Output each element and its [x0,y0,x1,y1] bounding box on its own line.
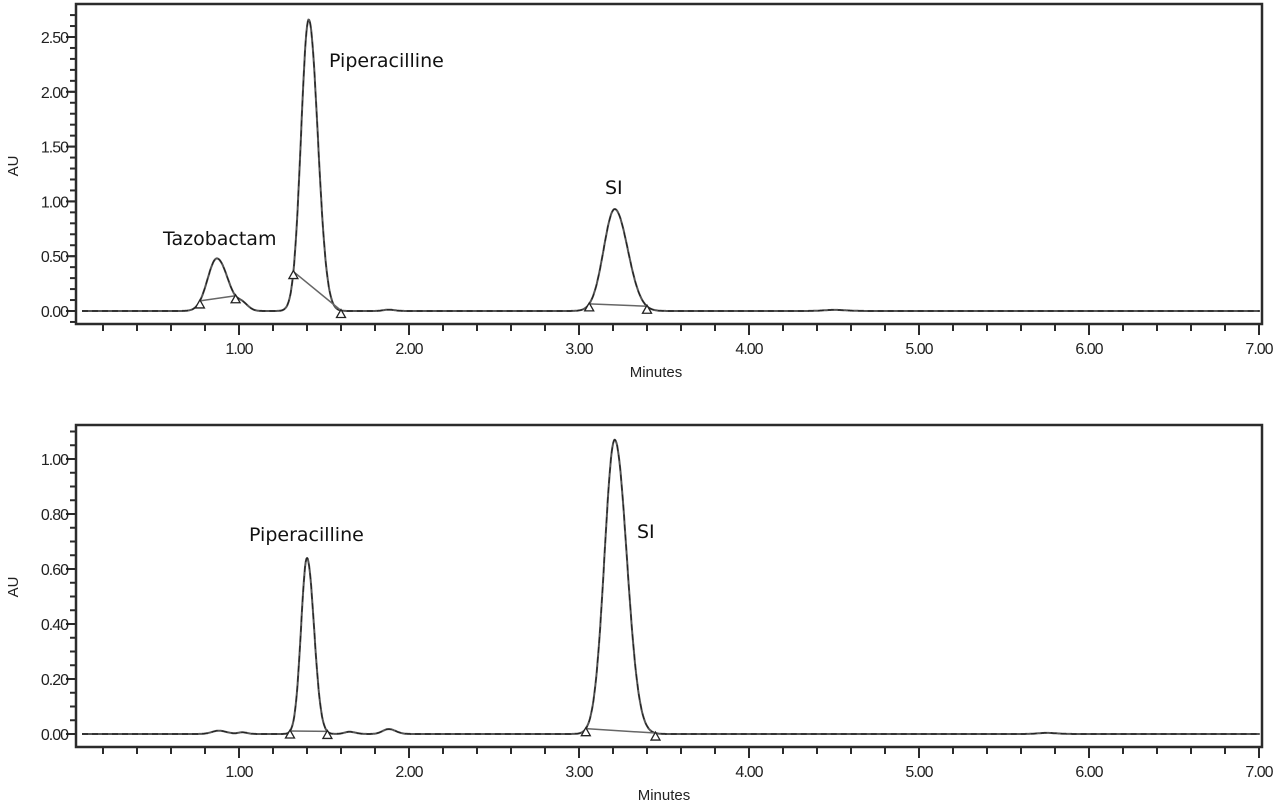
chromatogram-trace [82,440,1260,734]
x-tick-label: 3.00 [565,764,593,781]
top-trace [82,20,1260,311]
bottom-plot-frame [76,425,1262,747]
y-tick-label: 0.80 [41,507,69,524]
top-si-peak-label: SI [605,177,623,199]
x-tick-label: 5.00 [905,341,933,358]
y-tick-label: 0.20 [41,672,69,689]
bottom-trace [82,440,1260,734]
bottom-si-peak-label: SI [637,521,655,543]
integration-baseline [293,272,341,311]
top-piperacilline-peak-label: Piperacilline [329,50,444,72]
y-tick-label: 1.00 [41,194,69,211]
x-tick-label: 6.00 [1075,764,1103,781]
x-tick-label: 5.00 [905,764,933,781]
y-tick-label: 2.50 [41,30,69,47]
bottom-y-axis: 0.00 0.20 0.40 0.60 0.80 1.00 [41,432,76,745]
integration-baseline [586,729,656,733]
integration-baseline [200,296,236,301]
x-tick-label: 4.00 [735,341,763,358]
top-y-axis-title: AU [5,156,22,177]
y-tick-label: 0.50 [41,249,69,266]
chromatogram-trace [82,20,1260,311]
x-tick-label: 7.00 [1245,764,1273,781]
y-tick-label: 2.00 [41,85,69,102]
bottom-x-axis-title: Minutes [638,787,691,804]
y-tick-label: 1.00 [41,452,69,469]
x-tick-label: 4.00 [735,764,763,781]
tazobactam-peak-label: Tazobactam [162,228,276,250]
x-tick-label: 3.00 [565,341,593,358]
y-tick-label: 0.40 [41,617,69,634]
y-tick-label: 1.50 [41,140,69,157]
y-tick-label: 0.60 [41,562,69,579]
top-y-axis: 0.00 0.50 1.00 1.50 2.00 2.50 [41,15,76,322]
chromatogram-trace-overlay [82,440,1260,734]
y-tick-label: 0.00 [41,727,69,744]
top-x-axis-title: Minutes [630,364,683,381]
chromatogram-trace-overlay [82,20,1260,311]
bottom-chromatogram-panel: 0.00 0.20 0.40 0.60 0.80 1.00 1.00 2.00 3.00 4.0… [5,425,1274,804]
x-tick-label: 2.00 [395,764,423,781]
bottom-x-axis: 1.00 2.00 3.00 4.00 5.00 6.00 7.00 [103,747,1274,781]
x-tick-label: 1.00 [225,341,253,358]
x-tick-label: 2.00 [395,341,423,358]
x-tick-label: 6.00 [1075,341,1103,358]
top-chromatogram-panel: 0.00 0.50 1.00 1.50 2.00 2.50 1.00 2.00 3.00 4.0… [5,4,1274,381]
bottom-piperacilline-peak-label: Piperacilline [249,524,364,546]
top-plot-frame [76,4,1262,324]
integration-baseline [589,304,647,306]
top-x-axis: 1.00 2.00 3.00 4.00 5.00 6.00 7.00 [103,324,1274,358]
y-tick-label: 0.00 [41,304,69,321]
x-tick-label: 1.00 [225,764,253,781]
bottom-y-axis-title: AU [5,577,22,598]
x-tick-label: 7.00 [1245,341,1273,358]
